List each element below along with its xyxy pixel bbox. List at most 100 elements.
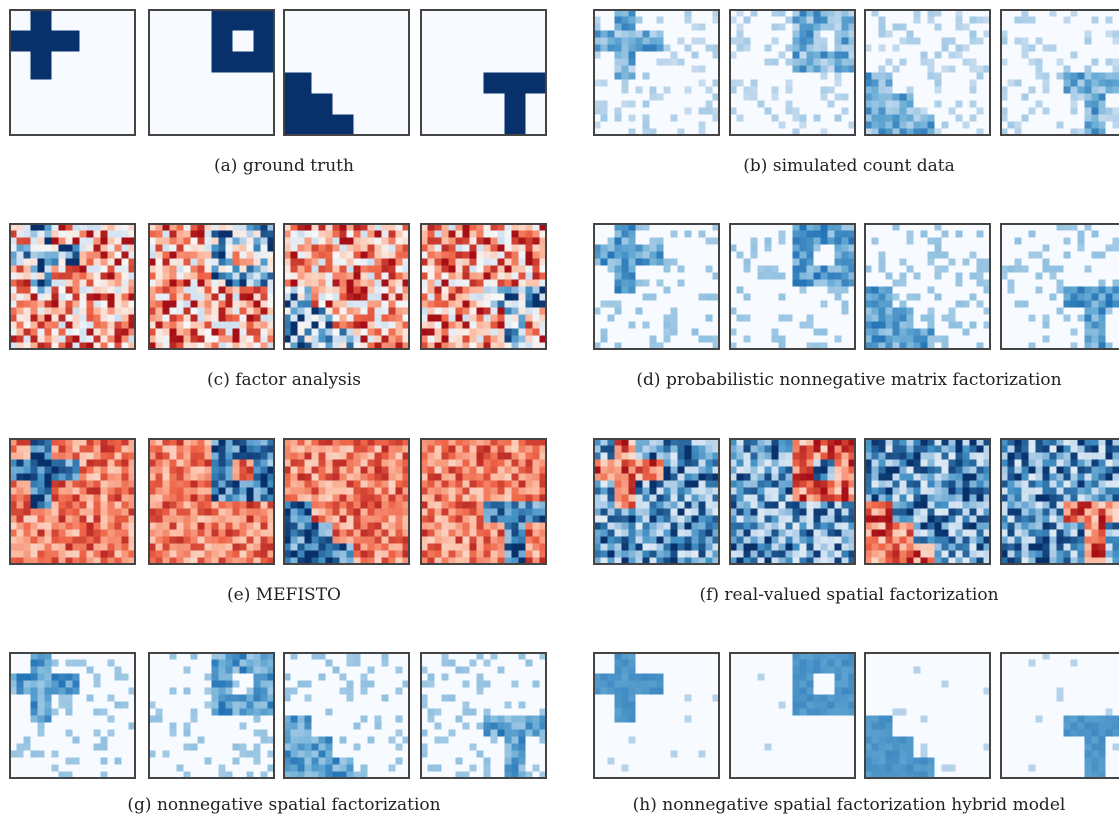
heatmap-cell [677,107,685,115]
heatmap-cell [729,128,737,136]
heatmap-cell [448,72,456,80]
heatmap-cell [820,121,828,129]
heatmap-cell [455,251,463,259]
heatmap-cell [16,279,24,287]
heatmap-cell [155,128,163,136]
heatmap-cell [93,244,101,252]
heatmap-cell [239,286,247,294]
heatmap-cell [899,72,907,80]
heatmap-cell [204,265,212,273]
heatmap-cell [607,286,615,294]
heatmap-cell [607,230,615,238]
heatmap-cell [148,265,156,273]
heatmap-cell [827,251,835,259]
heatmap-b-staircase [864,9,991,136]
heatmap-cell [948,230,956,238]
heatmap-cell [628,321,636,329]
heatmap-cell [927,321,935,329]
heatmap-cell [600,100,608,108]
heatmap-cell [778,114,786,122]
heatmap-cell [532,293,540,301]
heatmap-cell [934,93,942,101]
heatmap-cell [1049,93,1057,101]
heatmap-cell [927,128,935,136]
heatmap-cell [621,272,629,280]
heatmap-cell [204,251,212,259]
heatmap-cell [841,258,849,266]
heatmap-cell [79,335,87,343]
heatmap-cell [670,307,678,315]
heatmap-cell [899,300,907,308]
heatmap-cell [834,244,842,252]
heatmap-cell [799,335,807,343]
heatmap-cell [771,51,779,59]
heatmap-cell [114,321,122,329]
heatmap-cell [148,79,156,87]
heatmap-cell [121,314,129,322]
heatmap-cell [705,58,713,66]
heatmap-cell [614,44,622,52]
heatmap-cell [806,251,814,259]
heatmap-cell [218,237,226,245]
heatmap-cell [72,79,80,87]
heatmap-cell [441,265,449,273]
heatmap-cell [934,321,942,329]
heatmap-cell [253,93,261,101]
heatmap-cell [698,328,706,336]
heatmap-cell [497,128,505,136]
heatmap-cell [16,51,24,59]
heatmap-cell [51,230,59,238]
heatmap-cell [476,223,484,231]
heatmap-cell [260,237,268,245]
heatmap-cell [906,237,914,245]
heatmap-cell [1105,121,1113,129]
heatmap-cell [162,114,170,122]
heatmap-cell [1112,72,1119,80]
heatmap-cell [290,100,298,108]
heatmap-cell [420,258,428,266]
heatmap-cell [628,342,636,350]
heatmap-cell [532,335,540,343]
heatmap-cell [441,37,449,45]
heatmap-cell [183,121,191,129]
heatmap-cell [211,251,219,259]
heatmap-cell [712,30,720,38]
heatmap-cell [427,23,435,31]
heatmap-cell [197,16,205,24]
heatmap-cell [267,79,275,87]
heatmap-cell [469,307,477,315]
heatmap-cell [107,328,115,336]
heatmap-cell [260,286,268,294]
heatmap-cell [297,272,305,280]
heatmap-cell [381,58,389,66]
heatmap-cell [353,72,361,80]
heatmap-cell [698,300,706,308]
heatmap-cell [360,230,368,238]
heatmap-cell [253,107,261,115]
heatmap-cell [128,237,136,245]
heatmap-cell [649,93,657,101]
heatmap-cell [614,121,622,129]
heatmap-cell [736,23,744,31]
heatmap-cell [511,251,519,259]
heatmap-cell [1070,9,1078,17]
heatmap-cell [771,300,779,308]
heatmap-cell [677,79,685,87]
heatmap-cell [743,30,751,38]
heatmap-cell [864,37,872,45]
heatmap-cell [1098,107,1106,115]
heatmap-cell [434,65,442,73]
panel-border [729,223,856,350]
heatmap-cell [23,230,31,238]
heatmap-cell [100,44,108,52]
heatmap-cell [1105,30,1113,38]
heatmap-cell [712,321,720,329]
heatmap-cell [743,258,751,266]
heatmap-cell [462,100,470,108]
heatmap-cell [190,107,198,115]
heatmap-cell [750,37,758,45]
heatmap-cell [663,244,671,252]
heatmap-cell [304,251,312,259]
heatmap-cell [114,328,122,336]
heatmap-cell [614,342,622,350]
